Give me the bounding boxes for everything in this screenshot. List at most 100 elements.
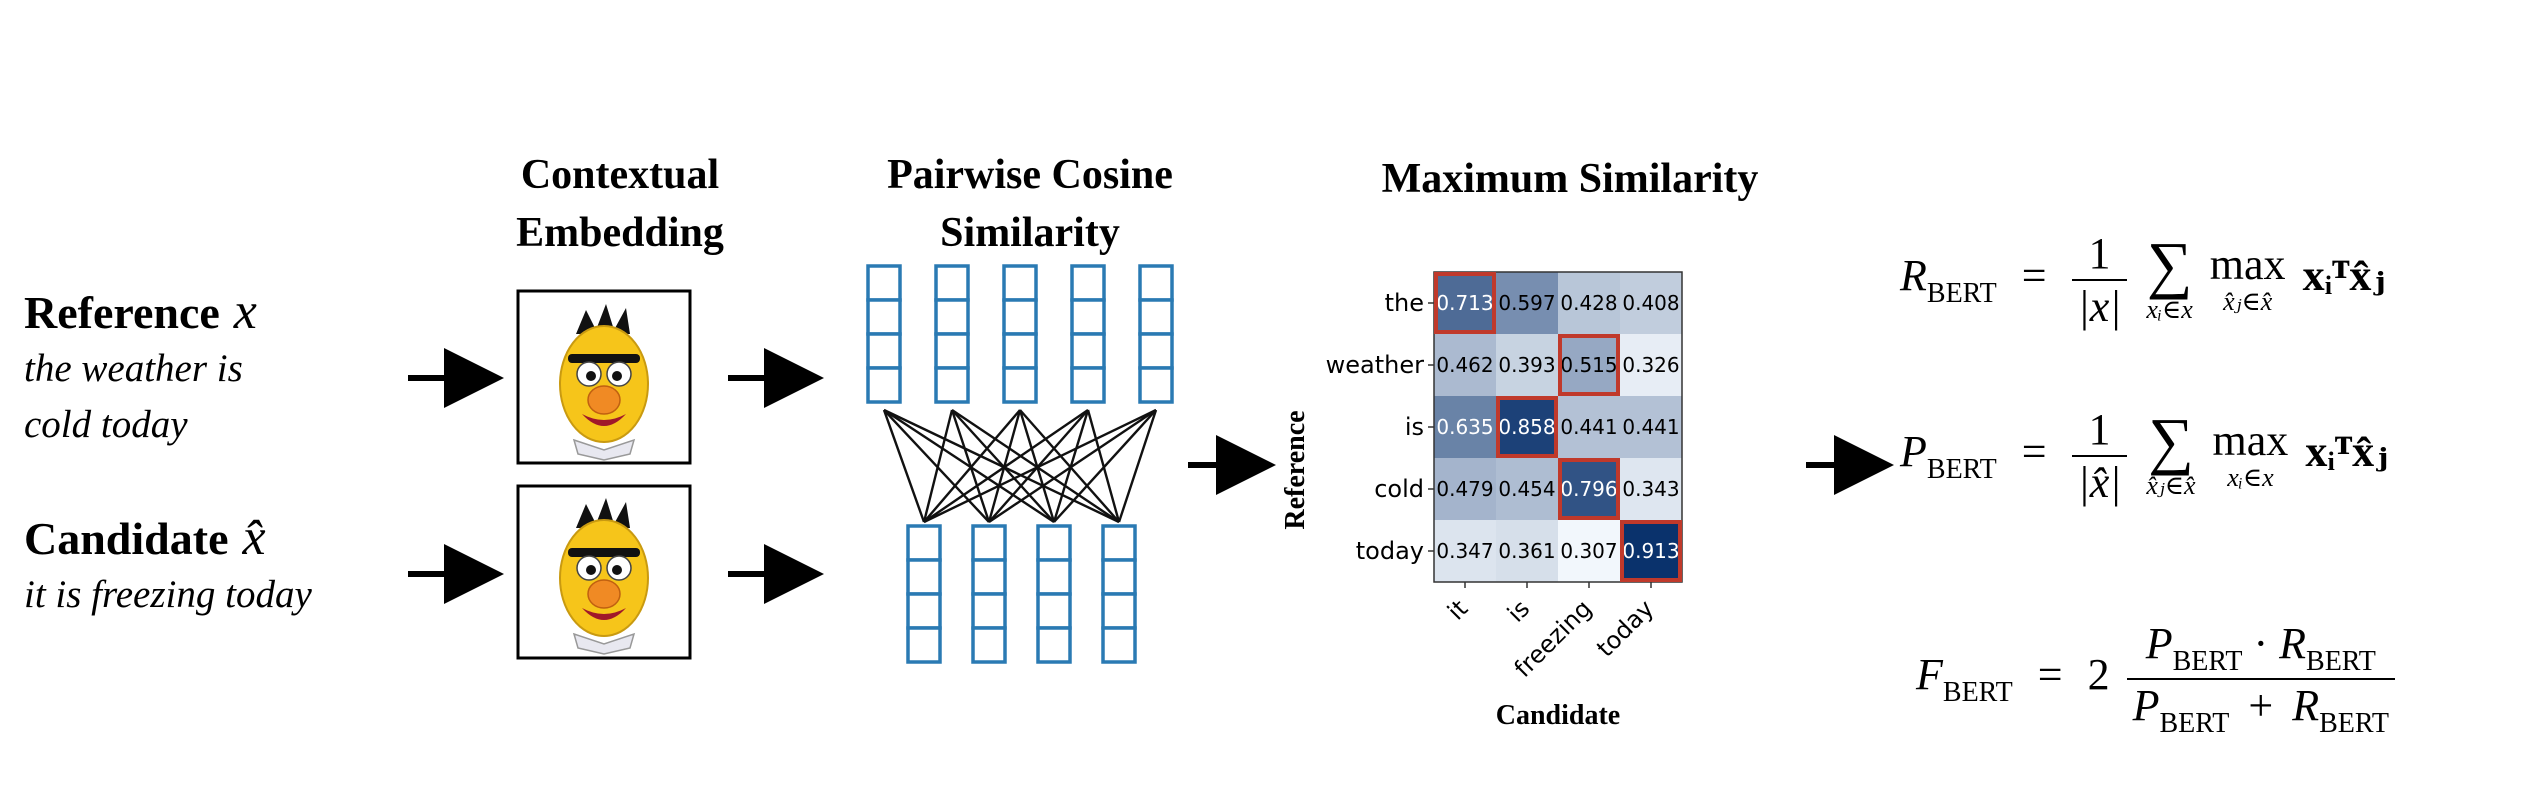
heatmap-cell [1496,334,1558,396]
heatmap-cell [1558,272,1620,334]
recall-sum-index: xᵢ∈x [2146,295,2193,324]
heatmap-max-highlight [1620,520,1682,582]
heatmap-x-tick-label: today [1591,594,1659,662]
heatmap-cell [1620,334,1682,396]
heatmap-cell-value: 0.597 [1498,291,1555,315]
candidate-vector [906,524,942,664]
heatmap-cell-value: 0.858 [1498,415,1555,439]
heatmap-cell-value: 0.408 [1622,291,1679,315]
heatmap-cell-value: 0.515 [1560,353,1617,377]
heatmap-cell [1620,396,1682,458]
recall-subscript: BERT [1926,278,1997,310]
heatmap-cell-value: 0.307 [1560,539,1617,563]
heatmap-y-tick-labels: the weather is cold today [1326,289,1434,565]
heatmap-y-tick-label: cold [1374,475,1424,503]
recall-sum: ∑ xᵢ∈x [2146,229,2193,325]
maxsim-title: Maximum Similarity [1381,156,1759,202]
recall-sum-symbol: ∑ [2146,229,2193,300]
heatmap-max-highlight [1558,458,1620,520]
heatmap-cell [1496,458,1558,520]
f1-two: 2 [2087,650,2110,700]
heatmap-cell-value: 0.326 [1622,353,1679,377]
embedding-title: Contextual Embedding [450,146,790,262]
pairwise-connections [882,408,1158,524]
f1-subscript: BERT [1942,677,2013,709]
heatmap-cell [1496,272,1558,334]
candidate-vector [1036,524,1072,664]
heatmap-cell-value: 0.462 [1436,353,1493,377]
reference-label: Reference [24,287,220,338]
heatmap-max-highlight [1434,272,1496,334]
heatmap-cell-value: 0.441 [1622,415,1679,439]
heatmap-cell [1558,396,1620,458]
heatmap-cell [1434,458,1496,520]
reference-vector [1002,264,1038,404]
heatmap-cell-value: 0.393 [1498,353,1555,377]
candidate-label: Candidate [24,513,229,564]
recall-term: xᵢᵀx̂ⱼ [2302,251,2386,301]
heatmap-y-tick-label: today [1356,537,1424,565]
recall-max-word: max [2209,240,2286,289]
precision-lhs: P [1900,427,1927,477]
heatmap-x-axis-label: Candidate [1496,700,1620,730]
reference-embedding-vectors [866,264,1174,404]
precision-denominator: |x̂| [2077,458,2122,507]
precision-numerator: 1 [2071,404,2128,457]
heatmap-cell-value: 0.343 [1622,477,1679,501]
embedding-title-line1: Contextual [520,152,720,198]
heatmap-cell [1434,520,1496,582]
reference-vector [934,264,970,404]
reference-sentence-line2: cold today [24,403,188,446]
heatmap-cell [1496,396,1558,458]
f1-fraction: PBERT · RBERT PBERT + RBERT [2126,618,2395,740]
precision-subscript: BERT [1926,454,1997,486]
cosine-title-line1: Pairwise Cosine [887,152,1173,198]
heatmap-cell-value: 0.441 [1560,415,1617,439]
heatmap-cell-value: 0.796 [1560,477,1617,501]
f1-equals: = [2037,650,2063,700]
heatmap-cell-value: 0.635 [1436,415,1493,439]
precision-sum-symbol: ∑ [2148,405,2194,476]
recall-max: max x̂ⱼ∈x̂ [2210,243,2286,317]
heatmap-cell-value: 0.347 [1436,539,1493,563]
heatmap-cell-value: 0.428 [1560,291,1617,315]
precision-fraction: 1 |x̂| [2071,404,2128,508]
reference-variable: x [233,283,257,340]
heatmap-cell [1434,334,1496,396]
reference-block: Reference x the weather is cold today [24,282,404,453]
heatmap-max-highlights [1434,272,1682,582]
heatmap-x-tick-label: is [1502,594,1535,627]
candidate-block: Candidate x̂ it is freezing today [24,508,424,623]
reference-vector [866,264,902,404]
f1-numerator: PBERT · RBERT [2126,618,2395,680]
heatmap-cells: 0.713 0.597 0.428 0.408 0.462 0.393 0.515 0.326… [1433,271,1683,583]
precision-term: xᵢᵀx̂ⱼ [2305,427,2388,477]
recall-equals: = [2021,251,2047,301]
heatmap-cell [1620,272,1682,334]
cosine-title-line2: Similarity [940,210,1120,256]
heatmap-x-tick-label: it [1442,594,1473,625]
precision-max: max xᵢ∈x [2213,419,2289,493]
reference-sentence-line1: the weather is [24,347,243,390]
f1-denominator: PBERT + RBERT [2132,681,2389,739]
heatmap-y-axis-label: Reference [1280,410,1311,529]
recall-lhs: R [1900,251,1927,301]
precision-equals: = [2021,427,2047,477]
heatmap-cell [1558,334,1620,396]
recall-equation: RBERT = 1 |x| ∑ xᵢ∈x max x̂ⱼ∈x̂ xᵢᵀx̂ⱼ [1900,228,2385,332]
heatmap-y-tick-label: is [1405,413,1424,441]
heatmap-cell-value: 0.479 [1436,477,1493,501]
f1-lhs: F [1916,650,1943,700]
heatmap-max-highlight [1558,334,1620,396]
heatmap-cell [1434,396,1496,458]
similarity-heatmap: 0.713 0.597 0.428 0.408 0.462 0.393 0.515 0.326… [1280,271,1683,730]
heatmap-cell-value: 0.913 [1622,539,1679,563]
candidate-sentence: it is freezing today [24,573,312,616]
precision-max-word: max [2212,416,2289,465]
recall-numerator: 1 [2071,228,2128,281]
precision-sum-index: x̂ⱼ∈x̂ [2146,471,2196,500]
recall-fraction: 1 |x| [2071,228,2128,332]
precision-equation: PBERT = 1 |x̂| ∑ x̂ⱼ∈x̂ max xᵢ∈x xᵢᵀx̂ⱼ [1900,404,2388,508]
